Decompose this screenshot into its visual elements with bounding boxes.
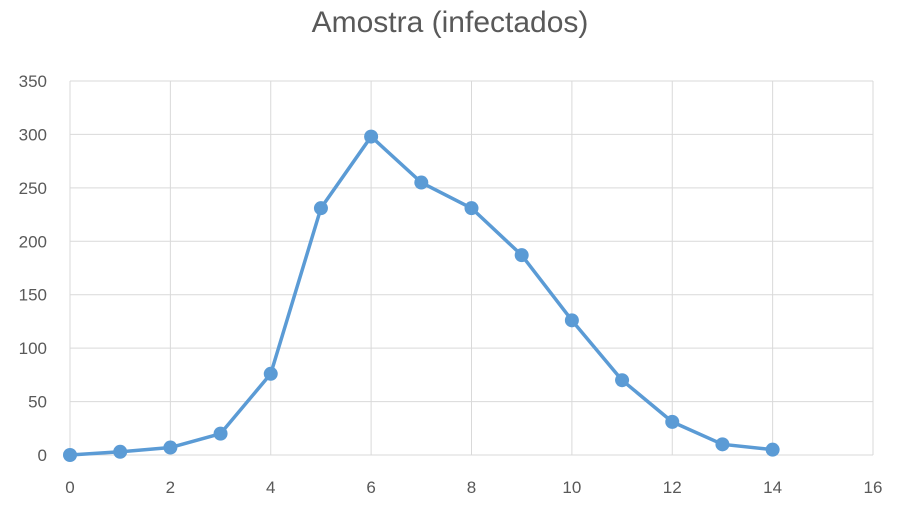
data-point bbox=[163, 440, 178, 455]
y-tick-label: 250 bbox=[19, 179, 47, 198]
data-point bbox=[715, 437, 730, 452]
data-point bbox=[665, 414, 680, 429]
y-tick-label: 200 bbox=[19, 232, 47, 251]
data-point bbox=[213, 426, 228, 441]
x-tick-label: 12 bbox=[663, 478, 682, 497]
x-tick-label: 8 bbox=[467, 478, 476, 497]
x-tick-label: 2 bbox=[166, 478, 175, 497]
data-point bbox=[765, 442, 780, 457]
y-tick-label: 300 bbox=[19, 125, 47, 144]
data-point bbox=[313, 201, 328, 216]
data-point bbox=[564, 313, 579, 328]
x-tick-label: 14 bbox=[763, 478, 782, 497]
data-point bbox=[615, 373, 630, 388]
x-tick-label: 0 bbox=[65, 478, 74, 497]
x-tick-label: 16 bbox=[864, 478, 883, 497]
data-point bbox=[464, 201, 479, 216]
chart-title: Amostra (infectados) bbox=[311, 6, 589, 39]
data-point bbox=[514, 248, 529, 263]
data-point bbox=[364, 129, 379, 144]
y-tick-label: 100 bbox=[19, 339, 47, 358]
data-point bbox=[414, 175, 429, 190]
y-tick-label: 150 bbox=[19, 286, 47, 305]
data-point bbox=[263, 366, 278, 381]
data-point bbox=[113, 444, 128, 459]
y-tick-label: 350 bbox=[19, 72, 47, 91]
x-tick-label: 10 bbox=[562, 478, 581, 497]
x-tick-label: 4 bbox=[266, 478, 275, 497]
y-tick-label: 50 bbox=[28, 393, 47, 412]
x-tick-label: 6 bbox=[366, 478, 375, 497]
data-point bbox=[63, 448, 77, 462]
y-tick-label: 0 bbox=[38, 446, 47, 465]
